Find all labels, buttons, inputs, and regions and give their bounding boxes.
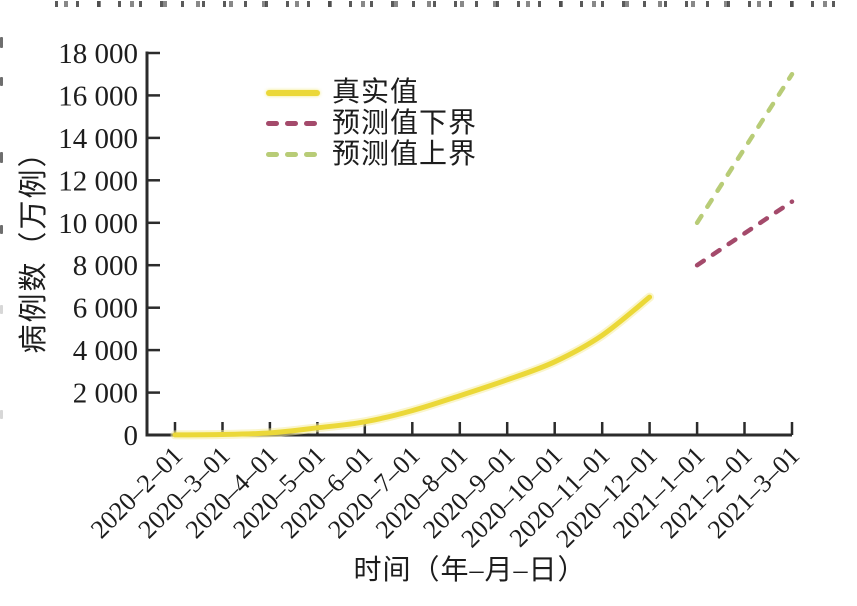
legend-item-lower-bound: 预测值下界 bbox=[266, 108, 477, 139]
actual-line bbox=[172, 294, 653, 438]
y-tick-label: 12 000 bbox=[58, 165, 138, 197]
y-tick-label: 8 000 bbox=[73, 250, 138, 282]
left-edge-fragment bbox=[0, 225, 3, 234]
actual-line-glow bbox=[170, 292, 655, 440]
y-tick-label: 2 000 bbox=[73, 378, 138, 410]
lower-bound-line bbox=[694, 199, 795, 268]
left-edge-fragment bbox=[0, 152, 3, 163]
left-edge-fragment bbox=[0, 77, 3, 86]
left-edge-fragment bbox=[0, 305, 3, 314]
y-tick-label: 10 000 bbox=[58, 208, 138, 240]
y-axis-title: 病例数（万例） bbox=[18, 136, 50, 354]
y-tick-label: 14 000 bbox=[58, 123, 138, 155]
y-tick-label: 4 000 bbox=[73, 335, 138, 367]
legend-label: 预测值上界 bbox=[332, 138, 478, 170]
left-edge-fragment bbox=[0, 37, 3, 48]
y-tick-label: 16 000 bbox=[58, 80, 138, 112]
y-tick-label: 18 000 bbox=[58, 38, 138, 70]
x-axis-title: 时间（年–月–日） bbox=[353, 555, 587, 586]
legend-swatch-dashed-green bbox=[266, 151, 320, 158]
left-edge-fragment bbox=[0, 410, 3, 419]
legend-swatch-solid-yellow bbox=[266, 89, 320, 96]
cropped-text-remnant bbox=[55, 1, 841, 7]
legend: 真实值 预测值下界 预测值上界 bbox=[266, 77, 477, 170]
legend-swatch-dashed-red bbox=[266, 120, 320, 127]
y-tick-label: 0 bbox=[124, 420, 139, 452]
upper-bound-line bbox=[694, 71, 795, 226]
y-tick-label: 6 000 bbox=[73, 293, 138, 325]
legend-label: 预测值下界 bbox=[332, 107, 478, 139]
legend-label: 真实值 bbox=[332, 76, 420, 108]
legend-item-upper-bound: 预测值上界 bbox=[266, 139, 477, 170]
legend-item-actual: 真实值 bbox=[266, 77, 477, 108]
